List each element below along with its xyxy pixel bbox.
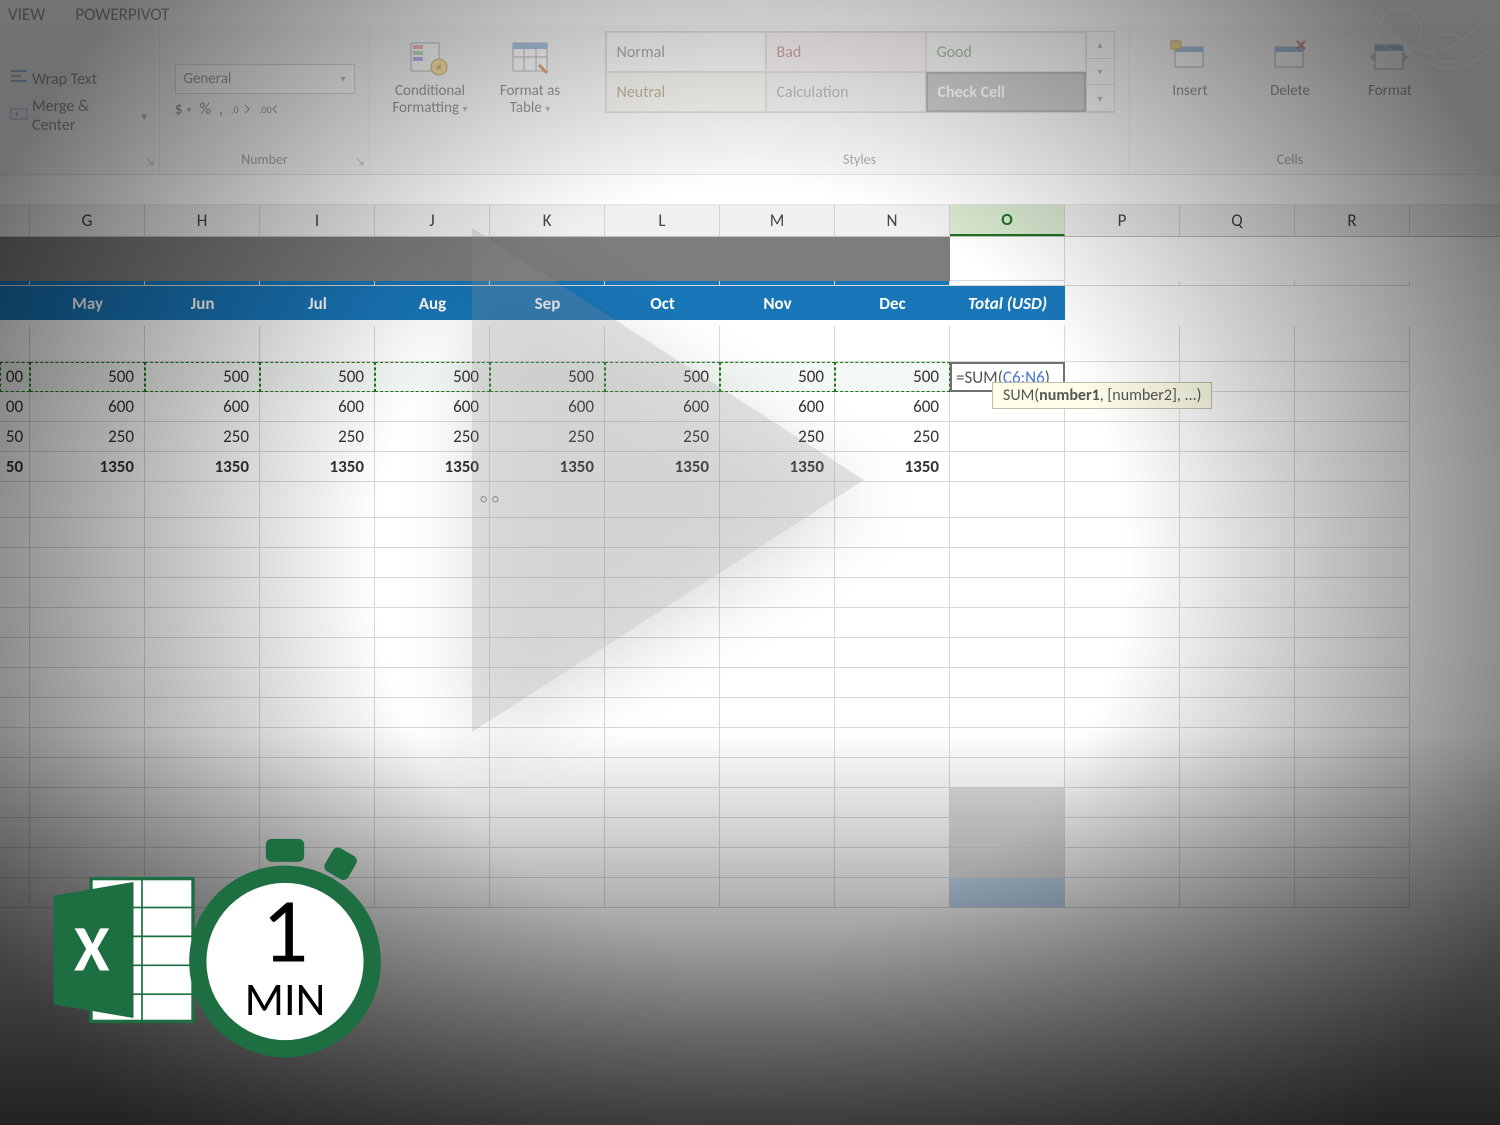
currency-button[interactable]: $▾ (175, 100, 192, 119)
comma-button[interactable]: , (219, 100, 223, 119)
header-jun: Jun (145, 286, 260, 320)
col-J[interactable]: J (375, 205, 490, 236)
chevron-down-icon: ▼ (139, 110, 149, 123)
insert-icon (1169, 37, 1211, 79)
format-as-table-button[interactable]: Format as Table ▾ (480, 31, 580, 124)
dialog-launcher-icon[interactable]: ↘ (355, 155, 365, 168)
number-group: General ▾ $▾ % , .0 .00 Number ↘ (160, 25, 370, 174)
table-row[interactable] (0, 698, 1500, 728)
col-N[interactable]: N (835, 205, 950, 236)
wrap-text-button[interactable]: Wrap Text (10, 68, 149, 91)
styles-group: Normal Bad Good Neutral Calculation Chec… (590, 25, 1130, 174)
worksheet[interactable]: May Jun Jul Aug Sep Oct Nov Dec Total (U… (0, 237, 1500, 908)
merge-icon (10, 105, 28, 128)
stopwatch-icon: 1 MIN (170, 835, 400, 1065)
col-G[interactable]: G (30, 205, 145, 236)
col-R[interactable]: R (1295, 205, 1410, 236)
col-Q[interactable]: Q (1180, 205, 1295, 236)
tab-view[interactable]: VIEW (8, 4, 45, 25)
table-row: ○ ○ (0, 482, 1500, 518)
style-gallery-spinner[interactable]: ▴▾▾ (1086, 32, 1114, 112)
table-row[interactable]: 50 1350 1350 1350 1350 1350 1350 1350 13… (0, 452, 1500, 482)
merge-center-button[interactable]: Merge & Center ▼ (10, 97, 149, 135)
table-row[interactable] (0, 518, 1500, 548)
conditional-formatting-icon: ≠ (409, 37, 451, 79)
table-row[interactable]: 00 600 600 600 600 600 600 600 600 (0, 392, 1500, 422)
col-I[interactable]: I (260, 205, 375, 236)
header-dec: Dec (835, 286, 950, 320)
format-buttons-group: ≠ Conditional Formatting ▾ Format as Tab… (370, 25, 590, 174)
wraptext-icon (10, 68, 28, 91)
table-row[interactable]: 00 500 500 500 500 500 500 500 500 =SUM(… (0, 362, 1500, 392)
header-aug: Aug (375, 286, 490, 320)
table-row[interactable] (0, 758, 1500, 788)
table-row[interactable] (0, 638, 1500, 668)
col-gutter (0, 205, 30, 236)
svg-text:≠: ≠ (436, 61, 442, 75)
table-row (0, 237, 1500, 281)
table-row[interactable] (0, 788, 1500, 818)
header-sep: Sep (490, 286, 605, 320)
style-bad[interactable]: Bad (766, 32, 926, 72)
header-may: May (30, 286, 145, 320)
col-O[interactable]: O (950, 205, 1065, 236)
col-P[interactable]: P (1065, 205, 1180, 236)
outline-handle-icon[interactable]: ○ (480, 493, 487, 507)
outline-handle-icon[interactable]: ○ (492, 493, 499, 507)
chevron-down-icon: ▾ (340, 72, 345, 85)
insert-cells-button[interactable]: Insert (1140, 31, 1240, 106)
number-format-dropdown[interactable]: General ▾ (175, 64, 355, 94)
decrease-decimal-button[interactable]: .00 (259, 101, 279, 117)
table-row (0, 326, 1500, 362)
col-L[interactable]: L (605, 205, 720, 236)
tab-powerpivot[interactable]: POWERPIVOT (75, 4, 169, 25)
style-calculation[interactable]: Calculation (766, 72, 926, 112)
header-oct: Oct (605, 286, 720, 320)
svg-text:.0: .0 (231, 103, 239, 116)
increase-decimal-button[interactable]: .0 (231, 101, 251, 117)
table-row[interactable] (0, 548, 1500, 578)
col-K[interactable]: K (490, 205, 605, 236)
cell-styles-gallery[interactable]: Normal Bad Good Neutral Calculation Chec… (605, 31, 1115, 113)
col-M[interactable]: M (720, 205, 835, 236)
decorative-swirl (1270, 0, 1500, 90)
header-total: Total (USD) (950, 286, 1065, 320)
conditional-formatting-button[interactable]: ≠ Conditional Formatting ▾ (380, 31, 480, 124)
table-icon (509, 37, 551, 79)
table-row[interactable] (0, 728, 1500, 758)
column-headers: G H I J K L M N O P Q R (0, 205, 1500, 237)
svg-text:MIN: MIN (245, 972, 326, 1028)
svg-text:.00: .00 (259, 103, 272, 116)
style-check-cell[interactable]: Check Cell (926, 72, 1086, 112)
header-jul: Jul (260, 286, 375, 320)
col-H[interactable]: H (145, 205, 260, 236)
excel-one-minute-badge: X 1 MIN (40, 835, 400, 1065)
function-tooltip: SUM(number1, [number2], ...) (992, 382, 1212, 409)
svg-text:1: 1 (262, 874, 309, 987)
style-good[interactable]: Good (926, 32, 1086, 72)
style-neutral[interactable]: Neutral (606, 72, 766, 112)
dialog-launcher-icon[interactable]: ↘ (145, 155, 155, 168)
table-row[interactable] (0, 668, 1500, 698)
table-header-row: May Jun Jul Aug Sep Oct Nov Dec Total (U… (0, 286, 1500, 326)
header-nov: Nov (720, 286, 835, 320)
table-row[interactable]: 50 250 250 250 250 250 250 250 250 (0, 422, 1500, 452)
table-row[interactable] (0, 578, 1500, 608)
percent-button[interactable]: % (200, 100, 211, 119)
svg-text:X: X (74, 909, 110, 988)
table-row[interactable] (0, 608, 1500, 638)
style-normal[interactable]: Normal (606, 32, 766, 72)
formula-bar[interactable] (0, 175, 1500, 205)
alignment-group: Wrap Text Merge & Center ▼ ↘ (0, 25, 160, 174)
